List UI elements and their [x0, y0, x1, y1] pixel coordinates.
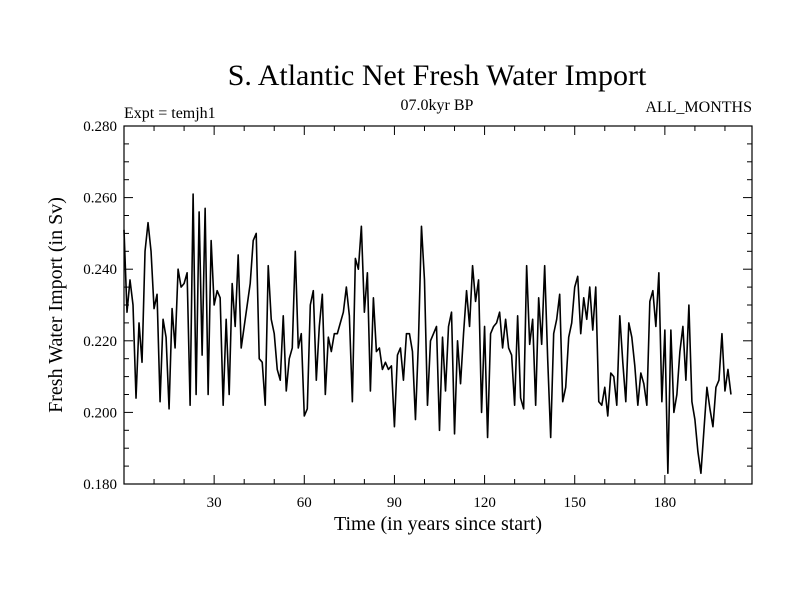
y-tick-label: 0.260: [83, 191, 117, 207]
x-tick-label: 30: [207, 495, 222, 511]
x-tick-label: 60: [297, 495, 312, 511]
period-label: 07.0kyr BP: [401, 97, 474, 114]
y-tick-label: 0.200: [83, 405, 117, 421]
x-tick-label: 180: [654, 495, 677, 511]
y-tick-label: 0.240: [83, 262, 117, 278]
months-label: ALL_MONTHS: [645, 99, 752, 116]
y-tick-label: 0.220: [83, 334, 117, 350]
x-tick-label: 120: [473, 495, 496, 511]
y-tick-label: 0.180: [83, 477, 117, 493]
series-line-0: [123, 193, 732, 475]
chart-title: S. Atlantic Net Fresh Water Import: [228, 59, 647, 92]
x-tick-label: 150: [563, 495, 586, 511]
y-tick-label: 0.280: [83, 119, 117, 135]
x-axis-label: Time (in years since start): [334, 513, 542, 535]
x-tick-label: 90: [387, 495, 402, 511]
y-axis-label: Fresh Water Import (in Sv): [45, 197, 67, 413]
experiment-label: Expt = temjh1: [124, 105, 216, 122]
